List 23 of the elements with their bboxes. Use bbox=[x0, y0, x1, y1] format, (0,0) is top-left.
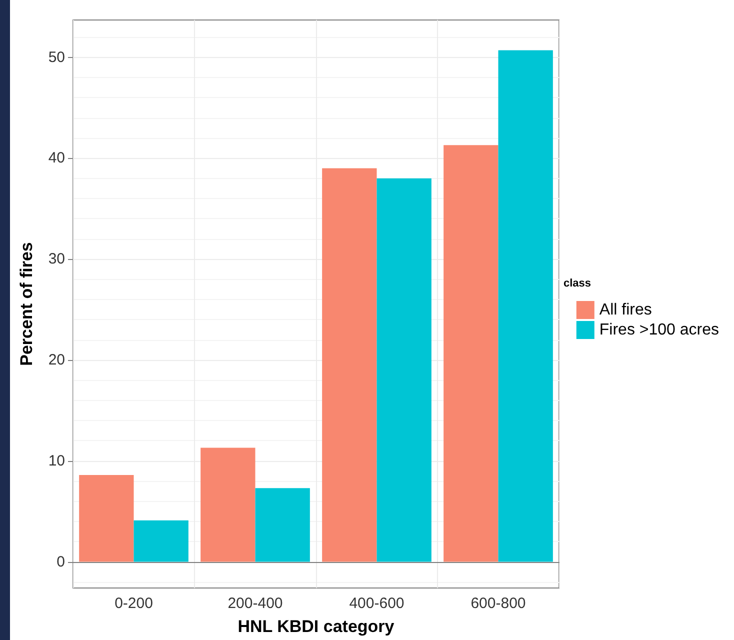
x-axis-title: HNL KBDI category bbox=[238, 617, 395, 636]
bar bbox=[376, 178, 432, 562]
y-tick-label: 0 bbox=[56, 553, 65, 570]
bar bbox=[134, 520, 188, 562]
y-tick-label: 40 bbox=[48, 150, 65, 167]
bar bbox=[498, 50, 553, 562]
bar bbox=[200, 448, 256, 562]
bar bbox=[322, 168, 377, 562]
bar bbox=[79, 475, 134, 562]
x-tick-label: 0-200 bbox=[114, 595, 153, 612]
y-axis-title: Percent of fires bbox=[17, 242, 36, 366]
x-tick-label: 200-400 bbox=[228, 595, 283, 612]
y-tick-label: 30 bbox=[48, 250, 65, 268]
x-tick-label: 400-600 bbox=[349, 595, 404, 612]
bar bbox=[444, 145, 498, 562]
bar bbox=[255, 488, 310, 562]
y-tick-label: 10 bbox=[48, 452, 65, 470]
y-tick-label: 50 bbox=[48, 48, 65, 66]
legend-title: class bbox=[563, 278, 592, 290]
legend-label: All fires bbox=[599, 302, 652, 318]
legend-label: Fires >100 acres bbox=[599, 322, 719, 338]
x-tick-label: 600-800 bbox=[470, 595, 526, 612]
y-tick-label: 20 bbox=[48, 351, 65, 368]
